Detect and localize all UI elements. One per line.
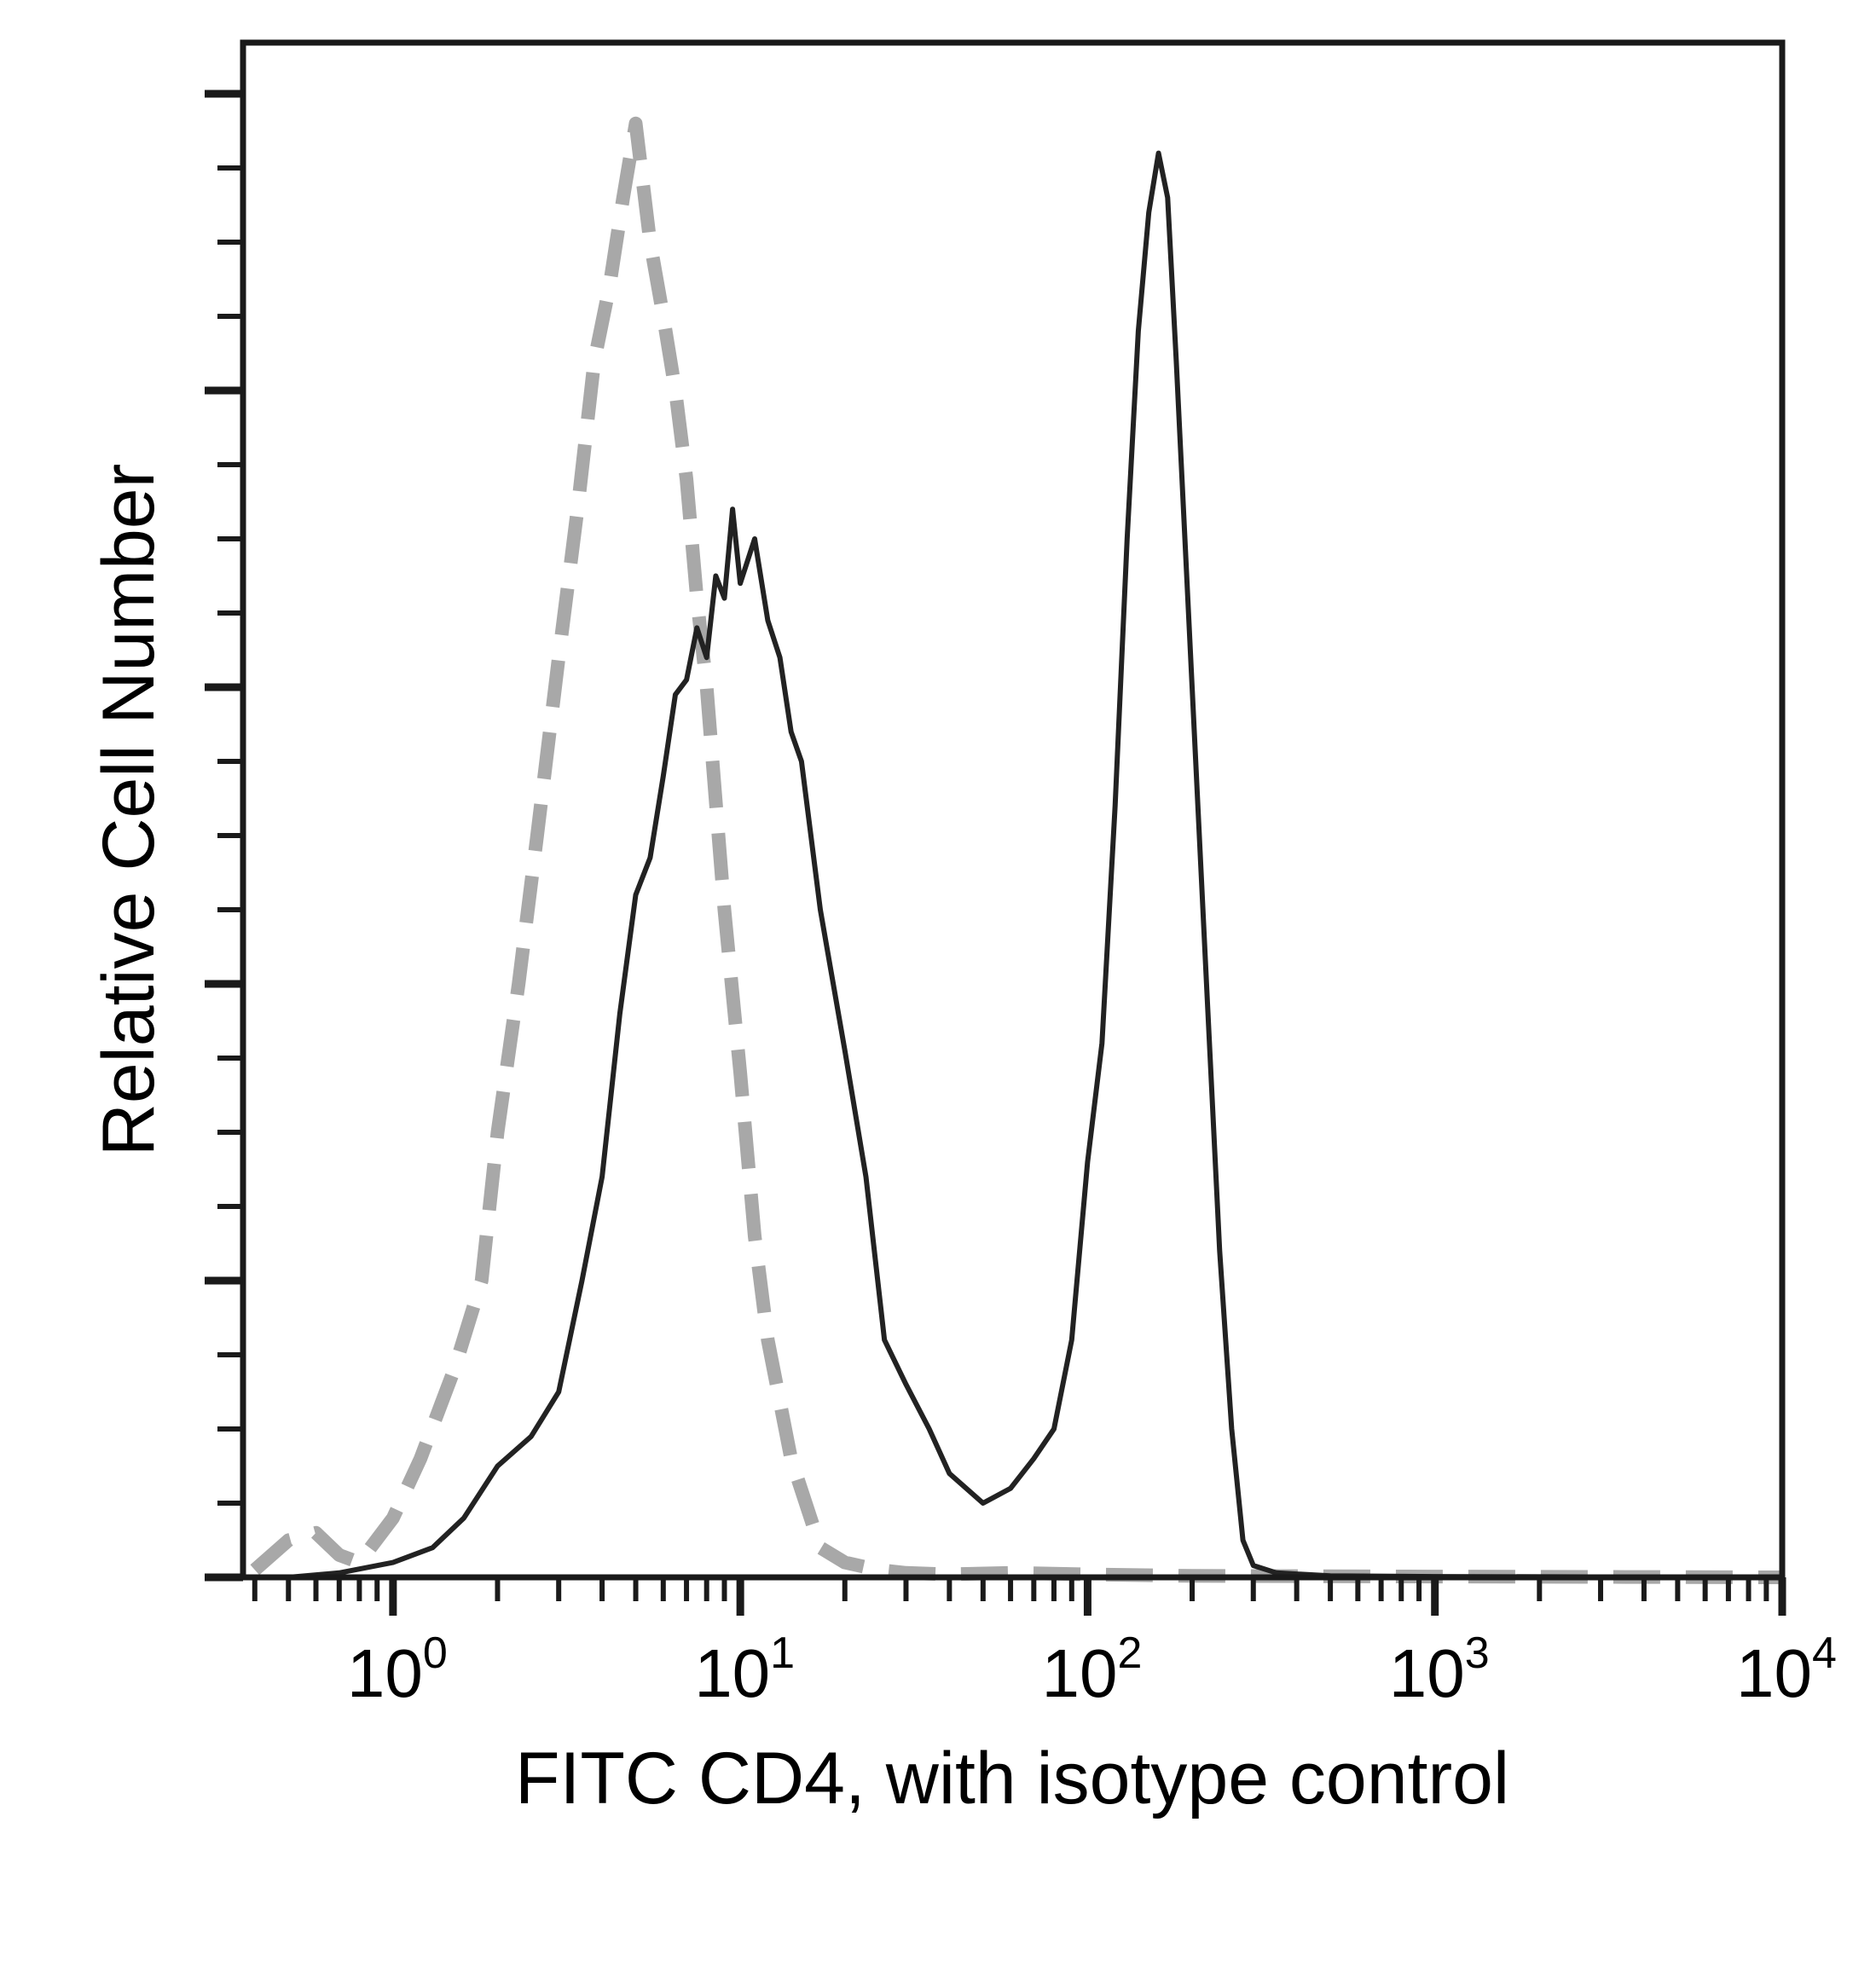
series-line-solid: [288, 150, 1783, 1580]
x-tick-label: 100: [347, 1628, 448, 1711]
x-tick-label: 102: [1041, 1628, 1142, 1711]
y-axis-ticks: [205, 90, 243, 1582]
x-axis-tick-labels: 100 101 102 103 104: [347, 1628, 1837, 1711]
x-tick-label-base: 10: [1389, 1635, 1465, 1711]
x-tick-label-exponent: 1: [770, 1628, 795, 1678]
x-tick-label-base: 10: [347, 1635, 423, 1711]
x-tick-label-base: 10: [1736, 1635, 1812, 1711]
x-axis-ticks: [252, 1577, 1786, 1616]
series-line-dashed: [250, 116, 1783, 1584]
x-tick-label: 101: [694, 1628, 795, 1711]
x-tick-label: 104: [1736, 1628, 1837, 1711]
x-tick-label: 103: [1389, 1628, 1490, 1711]
x-axis-label: FITC CD4, with isotype control: [515, 1738, 1509, 1819]
x-tick-label-base: 10: [694, 1635, 770, 1711]
x-tick-label-exponent: 3: [1465, 1628, 1490, 1678]
x-tick-label-base: 10: [1041, 1635, 1117, 1711]
x-tick-label-exponent: 2: [1117, 1628, 1142, 1678]
plot-frame: [240, 39, 1786, 1581]
x-tick-label-exponent: 0: [423, 1628, 448, 1678]
series-layer: [250, 116, 1783, 1584]
x-tick-label-exponent: 4: [1812, 1628, 1837, 1678]
y-axis-label: Relative Cell Number: [88, 464, 170, 1157]
